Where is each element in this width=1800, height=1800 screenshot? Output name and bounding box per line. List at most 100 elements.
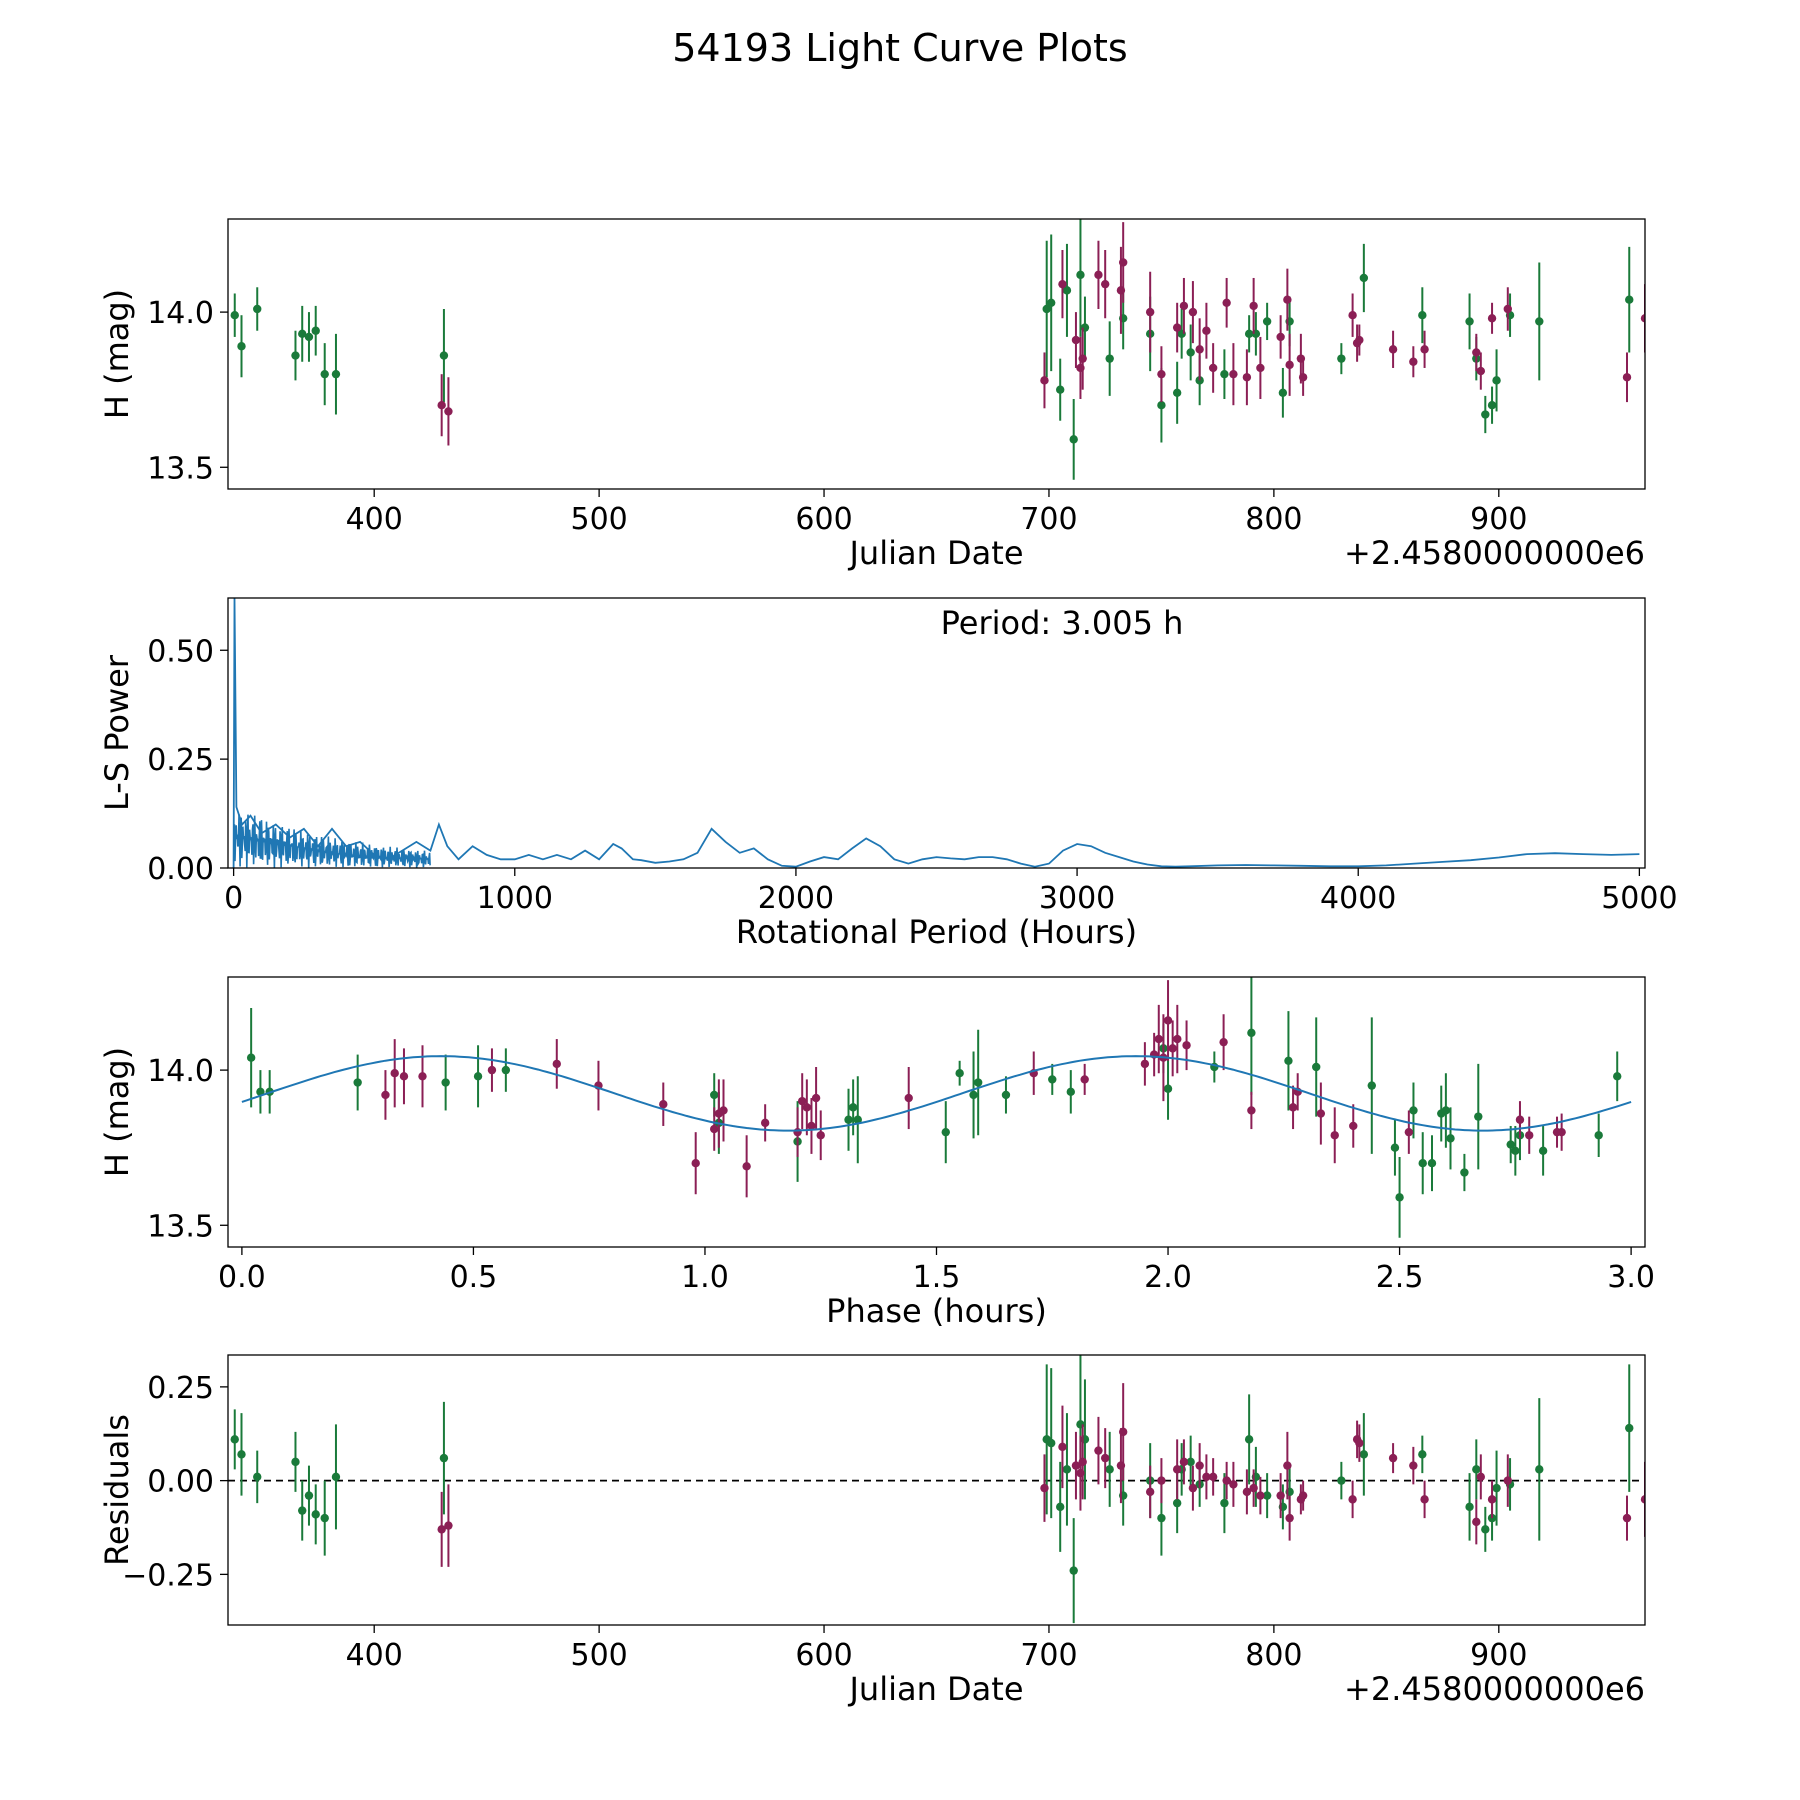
data-point xyxy=(1157,1476,1166,1485)
data-point xyxy=(1465,317,1474,326)
data-point xyxy=(848,1103,858,1112)
data-point xyxy=(1195,1461,1204,1470)
data-point xyxy=(1420,1495,1429,1504)
data-point xyxy=(390,1069,399,1078)
data-point xyxy=(1173,1034,1182,1044)
x-tick-label: 3000 xyxy=(1039,881,1115,916)
data-point xyxy=(320,369,329,379)
data-points xyxy=(230,1355,1645,1624)
data-point xyxy=(311,326,320,335)
data-point xyxy=(1535,1465,1544,1474)
data-point xyxy=(1622,373,1632,382)
data-point xyxy=(1622,1513,1632,1523)
data-point xyxy=(1460,1168,1469,1177)
data-point xyxy=(1367,1081,1376,1090)
data-point xyxy=(1283,1461,1292,1470)
data-point xyxy=(1276,1491,1285,1500)
data-point xyxy=(1465,1502,1474,1512)
data-point xyxy=(1208,1472,1218,1482)
data-point xyxy=(1487,314,1497,323)
data-point xyxy=(1348,1495,1357,1504)
data-point xyxy=(291,1457,300,1467)
data-point xyxy=(1359,273,1369,283)
x-tick-label: 1.0 xyxy=(681,1260,729,1295)
data-point xyxy=(1481,1525,1490,1534)
data-point xyxy=(444,1521,453,1530)
data-point xyxy=(1359,1450,1369,1459)
x-offset-label: +2.4580000000e6 xyxy=(1344,534,1645,572)
x-tick-label: 800 xyxy=(1245,1638,1302,1673)
data-point xyxy=(1040,1483,1049,1493)
x-tick-label: 700 xyxy=(1020,502,1077,537)
plot-frame xyxy=(227,976,1646,1248)
data-point xyxy=(1069,1566,1078,1575)
data-point xyxy=(1298,373,1308,382)
data-point xyxy=(1418,311,1427,320)
data-point xyxy=(1472,1517,1481,1527)
data-point xyxy=(552,1059,561,1069)
data-point xyxy=(1056,1502,1065,1512)
data-point xyxy=(1188,1483,1198,1493)
x-tick-label: 500 xyxy=(570,1638,627,1673)
data-point xyxy=(1409,1106,1418,1115)
data-point xyxy=(1355,335,1364,345)
data-point xyxy=(1535,317,1544,326)
data-point xyxy=(1105,1465,1114,1474)
data-point xyxy=(1330,1131,1339,1140)
data-point xyxy=(811,1093,821,1103)
data-point xyxy=(1355,1438,1364,1448)
data-points xyxy=(246,977,1622,1238)
periodogram-panel: 0 1000 2000 3000 4000 5000 0.00 0.25 0.50 Rotatio… xyxy=(98,597,1678,951)
x-tick-label: 0.5 xyxy=(450,1260,498,1295)
data-point xyxy=(1388,345,1398,354)
data-point xyxy=(1427,1159,1437,1168)
data-point xyxy=(331,369,341,379)
y-tick-label: 0.00 xyxy=(147,1465,214,1500)
data-point xyxy=(1076,270,1085,280)
data-point xyxy=(1140,1059,1150,1069)
data-point xyxy=(331,1472,341,1482)
ls-power-short-period xyxy=(233,814,431,868)
data-point xyxy=(298,1506,307,1515)
data-point xyxy=(710,1124,719,1134)
data-point xyxy=(1066,1087,1075,1097)
data-point xyxy=(760,1118,770,1128)
data-point xyxy=(969,1090,978,1100)
x-axis-label: Rotational Period (Hours) xyxy=(736,913,1137,951)
data-point xyxy=(802,1103,812,1112)
data-point xyxy=(1472,348,1481,357)
data-point xyxy=(1404,1127,1414,1137)
periodogram-lines xyxy=(232,598,1640,868)
data-point xyxy=(1118,1427,1128,1437)
data-point xyxy=(1285,360,1294,370)
data-point xyxy=(1420,345,1429,354)
data-point xyxy=(230,311,239,320)
x-tick-label: 700 xyxy=(1020,1638,1077,1673)
data-point xyxy=(1220,1498,1229,1508)
data-point xyxy=(1163,1016,1173,1025)
data-point xyxy=(1094,270,1103,280)
x-axis-label: Julian Date xyxy=(847,534,1023,572)
data-point xyxy=(237,1450,246,1459)
data-point xyxy=(1487,401,1497,410)
data-point xyxy=(798,1096,807,1106)
y-axis-label: L-S Power xyxy=(98,654,136,811)
data-point xyxy=(1487,1495,1497,1504)
ls-power-curve xyxy=(232,598,1640,868)
data-point xyxy=(1145,307,1155,317)
data-point xyxy=(1388,1453,1398,1463)
data-point xyxy=(1094,1446,1103,1455)
data-point xyxy=(1476,366,1486,376)
y-tick-label: 14.0 xyxy=(147,1054,214,1089)
data-point xyxy=(1168,1044,1177,1053)
data-point xyxy=(1474,1112,1483,1121)
data-point xyxy=(1312,1062,1321,1072)
data-point xyxy=(1244,329,1254,339)
data-point xyxy=(1222,298,1231,307)
data-point xyxy=(444,407,453,416)
data-point xyxy=(1048,1075,1057,1084)
figure-title: 54193 Light Curve Plots xyxy=(672,26,1128,70)
data-point xyxy=(1506,1140,1515,1149)
data-point xyxy=(1080,1075,1089,1084)
